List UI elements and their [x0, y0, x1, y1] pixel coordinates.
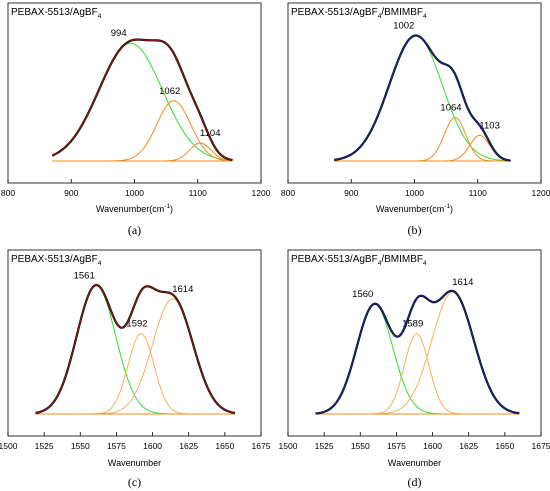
panel-title: PEBAX-5513/AgBF4 [11, 254, 102, 267]
peak-label: 1561 [74, 270, 95, 281]
peak-label: 1592 [126, 319, 147, 330]
panel-a: 800 900 1000 1100 1200 PEBAX-5513/AgBF4 Wavenu… [1, 2, 271, 237]
peak-label: 1614 [172, 284, 193, 295]
plot-frame [7, 249, 262, 437]
x-tick-label: 1500 [279, 441, 298, 451]
x-tick-label: 1200 [252, 188, 271, 198]
x-tick-label: 1200 [532, 188, 550, 198]
peak-label: 1103 [479, 120, 499, 131]
panel-c: 1500 1525 1550 1575 1600 1625 1650 1675 PEBAX-55… [0, 249, 271, 489]
x-tick-label: 900 [344, 188, 358, 198]
fitted-envelope [334, 34, 511, 162]
x-tick-label: 1575 [387, 441, 406, 451]
x-tick-label: 1525 [35, 441, 54, 451]
x-tick-label: 1550 [71, 441, 90, 451]
x-tick-label: 1575 [107, 441, 126, 451]
x-tick-label: 1675 [252, 441, 271, 451]
x-tick-label: 1550 [351, 441, 370, 451]
panel-letter: (b) [408, 223, 422, 237]
x-tick-label: 800 [281, 188, 295, 198]
x-tick-label: 1600 [143, 441, 162, 451]
x-tick-label: 1600 [423, 441, 442, 451]
plot-frame [287, 2, 542, 184]
x-tick-label: 1650 [215, 441, 234, 451]
x-tick-label: 1100 [189, 188, 208, 198]
plot-frame [287, 249, 542, 437]
measured-spectrum [51, 38, 233, 162]
fitted-envelope [52, 38, 233, 161]
x-axis-title: Wavenumber(cm-1) [96, 203, 173, 214]
measured-spectrum [334, 34, 511, 162]
x-tick-label: 1650 [495, 441, 514, 451]
panel-d: 1500 1525 1550 1575 1600 1625 1650 1675 PEBAX-55… [279, 249, 550, 489]
panel-title: PEBAX-5513/AgBF4/BMIMBF4 [291, 254, 427, 267]
x-axis-title: Wavenumber(cm-1) [376, 203, 453, 214]
x-tick-label: 1675 [532, 441, 550, 451]
measured-spectrum [315, 289, 520, 415]
peak-curve-1002 [334, 35, 511, 162]
peak-curve-994 [52, 42, 233, 161]
x-tick-label: 1000 [125, 188, 144, 198]
peak-label: 994 [111, 28, 127, 39]
peak-label: 1002 [393, 21, 414, 32]
x-tick-label: 900 [64, 188, 78, 198]
panel-letter: (c) [128, 475, 141, 489]
x-tick-label: 1625 [179, 441, 198, 451]
x-axis-title: Wavenumber [388, 458, 441, 468]
peak-curve-1589 [315, 333, 520, 415]
x-tick-label: 1625 [459, 441, 478, 451]
peak-curve-1104 [52, 142, 233, 162]
fitted-envelope [315, 290, 520, 415]
panel-title: PEBAX-5513/AgBF4/BMIMBF4 [291, 7, 427, 20]
x-axis-title: Wavenumber [108, 458, 161, 468]
panel-letter: (a) [128, 223, 141, 237]
panel-b: 800 900 1000 1100 1200 PEBAX-5513/AgBF4/BMIMB… [281, 2, 550, 237]
peak-label: 1104 [200, 128, 220, 139]
fitted-envelope [35, 284, 236, 414]
peak-curve-1103 [334, 134, 511, 162]
x-tick-label: 800 [1, 188, 15, 198]
x-tick-label: 1500 [0, 441, 18, 451]
x-tick-label: 1525 [315, 441, 334, 451]
peak-label: 1560 [352, 289, 373, 300]
panel-title: PEBAX-5513/AgBF4 [11, 7, 102, 20]
peak-label: 1064 [440, 102, 461, 113]
peak-label: 1614 [452, 277, 473, 288]
panel-letter: (d) [408, 475, 422, 489]
peak-label: 1062 [159, 86, 180, 97]
x-tick-label: 1100 [469, 188, 488, 198]
x-tick-label: 1000 [405, 188, 424, 198]
peak-curve-1614 [315, 291, 520, 415]
peak-label: 1589 [402, 319, 423, 330]
